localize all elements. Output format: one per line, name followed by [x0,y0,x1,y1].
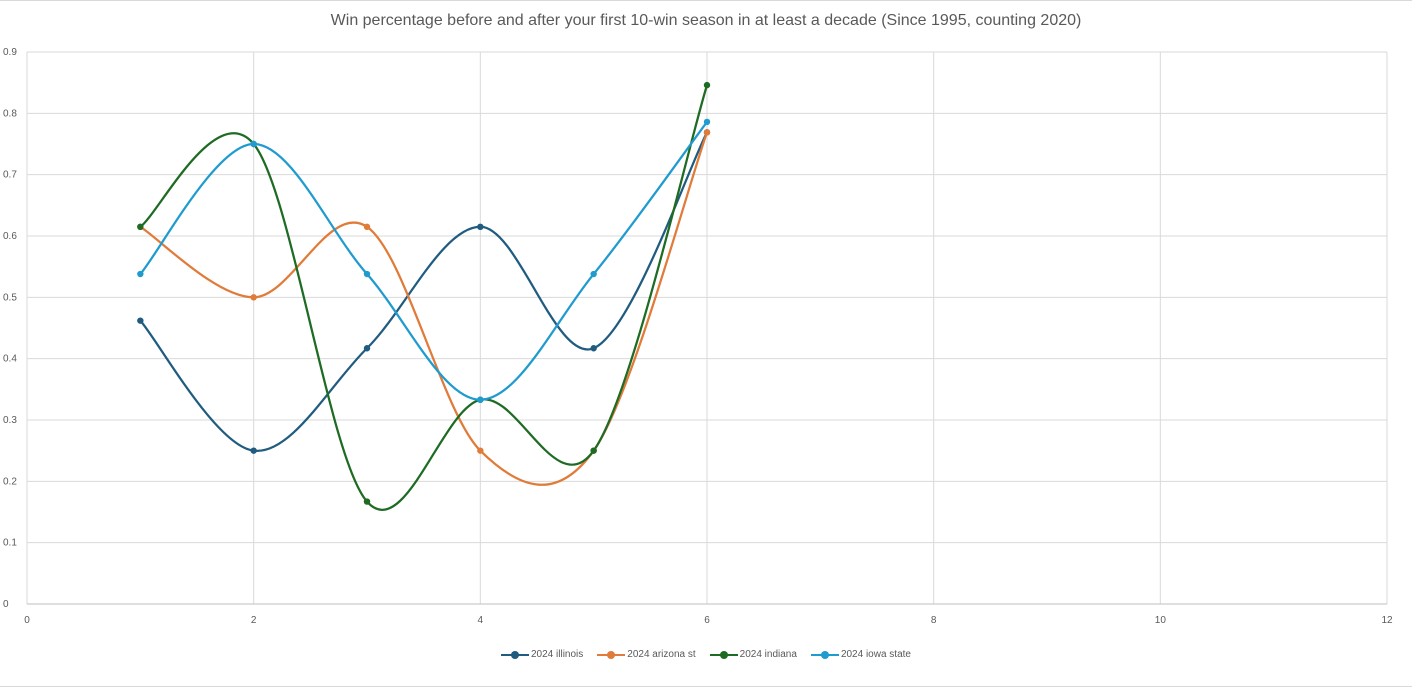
data-point [250,447,257,454]
legend: 2024 illinois 2024 arizona st 2024 indiana… [0,649,1412,660]
legend-swatch [709,650,738,660]
y-tick-label: 0.5 [3,292,17,303]
series-line-0 [139,131,708,452]
data-point [477,447,484,454]
x-tick-label: 10 [1155,615,1167,626]
data-point [137,317,144,324]
legend-label: 2024 illinois [531,649,584,660]
data-point [250,140,257,148]
data-point [137,270,144,278]
y-tick-label: 0.1 [3,538,17,549]
y-tick-label: 0.8 [3,108,17,119]
x-tick-label: 6 [704,615,710,626]
y-tick-label: 0.3 [3,415,17,426]
legend-item: 2024 arizona st [597,649,696,660]
data-point [590,345,597,352]
data-point [703,129,711,136]
data-point [477,223,484,230]
legend-dot-marker [511,650,519,659]
y-tick-label: 0.4 [3,354,17,365]
data-point [590,447,597,454]
data-point [477,396,484,403]
data-point [250,294,257,301]
x-tick-label: 12 [1381,615,1393,626]
legend-swatch [810,650,839,660]
y-tick-label: 0 [3,599,9,610]
data-point [363,270,371,278]
x-tick-label: 4 [478,615,484,626]
y-tick-label: 0.6 [3,231,17,242]
series-line-1 [139,131,709,486]
data-point [703,118,711,126]
data-point [363,345,371,352]
data-point [590,270,597,278]
data-point [363,498,371,505]
legend-swatch [501,650,529,660]
legend-label: 2024 arizona st [627,649,696,660]
legend-swatch [597,650,626,660]
legend-item: 2024 iowa state [810,649,911,660]
legend-label: 2024 indiana [739,649,797,660]
data-point [137,223,144,230]
legend-item: 2024 illinois [501,649,583,660]
x-tick-label: 8 [931,615,937,626]
y-tick-label: 0.9 [3,47,17,58]
series-line-3 [139,121,708,401]
legend-label: 2024 iowa state [840,649,911,660]
y-tick-label: 0.7 [3,170,17,181]
data-point [703,81,711,89]
legend-dot-marker [719,650,728,659]
legend-item: 2024 indiana [709,649,797,660]
y-tick-label: 0.2 [3,476,17,487]
chart-top-border [0,0,1412,1]
x-tick-label: 0 [24,615,30,626]
legend-dot-marker [607,650,616,659]
data-point [363,223,371,230]
legend-dot-marker [820,650,829,659]
x-tick-label: 2 [251,615,257,626]
chart-title: Win percentage before and after your fir… [330,12,1082,29]
